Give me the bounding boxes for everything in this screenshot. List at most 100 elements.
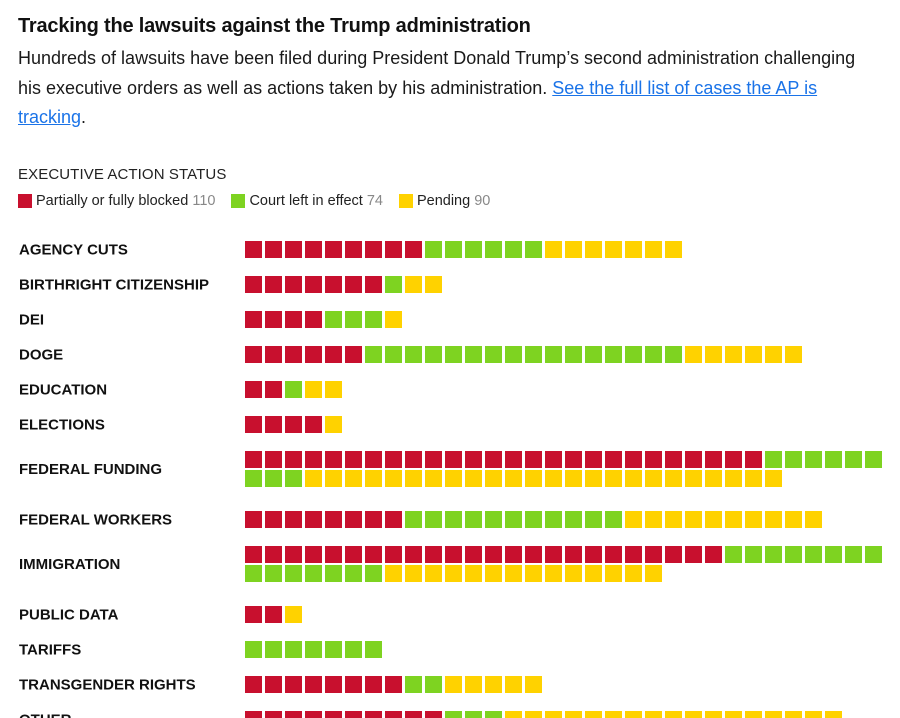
case-square [245,276,262,293]
case-square [305,711,322,718]
case-square [305,470,322,487]
category-row: AGENCY CUTS [19,241,682,259]
case-square [385,470,402,487]
case-square [805,546,822,563]
category-row: ELECTIONS [19,416,342,434]
case-square [285,511,302,528]
case-square [645,546,662,563]
case-square [425,470,442,487]
case-square [485,546,502,563]
case-square [645,565,662,582]
case-square [325,546,342,563]
case-square [325,565,342,582]
case-square [285,546,302,563]
case-square [245,470,262,487]
case-square [705,346,722,363]
case-square [725,711,742,718]
case-square [425,711,442,718]
case-square [405,276,422,293]
case-square [545,546,562,563]
full-list-link[interactable]: See the full list of cases the AP is tra… [18,77,818,128]
case-square [265,565,282,582]
case-square [765,511,782,528]
case-square [345,546,362,563]
category-label: TRANSGENDER RIGHTS [19,677,196,694]
case-square [625,711,642,718]
case-square [645,451,662,468]
case-square [465,565,482,582]
legend-swatch-pending [398,194,413,208]
case-square [365,546,382,563]
case-square [345,241,362,258]
case-square [305,311,322,328]
case-square [425,346,442,363]
case-square [705,546,722,563]
case-square [605,565,622,582]
case-square [625,511,642,528]
case-square [285,470,302,487]
case-square [285,565,302,582]
case-square [865,451,882,468]
case-square [325,346,342,363]
case-square [245,606,262,623]
case-square [425,546,442,563]
case-square [485,346,502,363]
case-square [245,711,262,718]
case-square [505,711,522,718]
case-square [825,451,842,468]
chart-title: Tracking the lawsuits against the Trump … [18,15,531,37]
case-square [565,546,582,563]
case-square [285,606,302,623]
case-square [325,416,342,433]
case-square [585,241,602,258]
case-square [305,546,322,563]
case-square [365,511,382,528]
case-square [525,546,542,563]
case-square [265,546,282,563]
case-square [645,711,662,718]
case-square [245,416,262,433]
case-square [345,641,362,658]
legend: Partially or fully blocked 110 Court lef… [18,193,506,209]
case-square [665,546,682,563]
case-square [585,546,602,563]
case-square [605,451,622,468]
case-square [485,676,502,693]
case-square [405,565,422,582]
case-square [345,451,362,468]
category-row: DOGE [19,346,802,364]
case-square [745,451,762,468]
case-square [645,470,662,487]
case-square [565,565,582,582]
case-square [745,711,762,718]
case-square [405,711,422,718]
case-square [825,711,842,718]
case-square [525,470,542,487]
case-square [625,470,642,487]
case-square [325,676,342,693]
case-square [525,565,542,582]
category-row: FEDERAL FUNDING [19,451,882,487]
legend-item-blocked: Partially or fully blocked 110 [18,193,215,209]
case-square [625,241,642,258]
case-square [525,711,542,718]
case-square [585,711,602,718]
case-square [245,311,262,328]
legend-label-pending: Pending [416,193,471,209]
category-row: BIRTHRIGHT CITIZENSHIP [19,276,442,294]
case-square [345,711,362,718]
case-square [585,511,602,528]
case-square [405,451,422,468]
case-square [305,276,322,293]
case-square [665,451,682,468]
case-square [265,451,282,468]
case-square [305,381,322,398]
case-square [565,511,582,528]
case-square [525,676,542,693]
case-square [465,241,482,258]
case-square [305,676,322,693]
case-square [785,511,802,528]
case-square [265,470,282,487]
case-square [385,711,402,718]
case-square [305,416,322,433]
